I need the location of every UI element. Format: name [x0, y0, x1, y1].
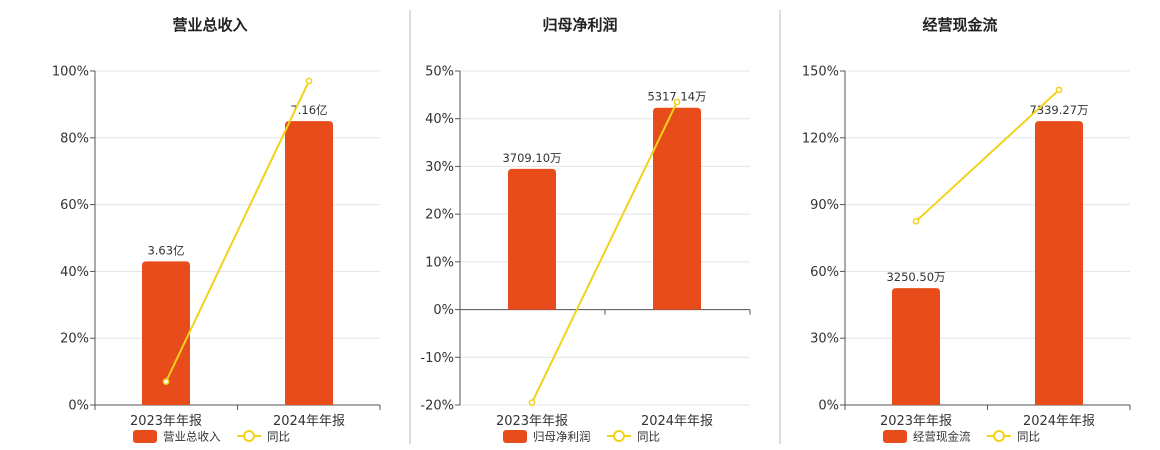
- chart-title: 经营现金流: [922, 16, 997, 34]
- x-tick-label: 2023年年报: [130, 414, 202, 429]
- bar: [285, 121, 333, 405]
- bar: [1035, 121, 1083, 405]
- y-tick-label: 30%: [425, 160, 454, 175]
- legend-line-marker: [613, 430, 625, 442]
- legend-line-label: 同比: [267, 430, 290, 444]
- x-tick-label: 2024年年报: [641, 414, 713, 429]
- y-tick-label: 60%: [60, 198, 89, 213]
- y-tick-label: 120%: [802, 131, 839, 146]
- yoy-point: [912, 217, 920, 225]
- chart-panel-1: 营业总收入 0% 20% 40% 60% 80% 100% 2023年年报 2024年年报 3.6…: [52, 16, 381, 444]
- bar-data-label: 3250.50万: [886, 270, 945, 284]
- yoy-point: [305, 77, 313, 85]
- y-tick-label: 20%: [60, 332, 89, 347]
- yoy-line: [915, 89, 1060, 223]
- y-tick-label: 80%: [60, 131, 89, 146]
- y-tick-label: 0%: [68, 399, 89, 414]
- y-tick-label: 90%: [810, 198, 839, 213]
- legend-bar-swatch: [883, 430, 907, 443]
- chart-panel-2: 归母净利润 -20% -10% 0% 10% 20% 30% 40% 50% 2023年年报 202…: [420, 16, 751, 444]
- bar-data-label: 7.16亿: [290, 103, 327, 117]
- y-tick-label: 50%: [425, 65, 454, 80]
- bar: [508, 168, 556, 310]
- legend-line-label: 同比: [637, 430, 660, 444]
- legend-bar-label: 营业总收入: [163, 430, 221, 444]
- y-tick-label: 150%: [802, 65, 839, 80]
- bar-data-label: 3709.10万: [502, 151, 561, 165]
- bar-data-label: 7339.27万: [1029, 103, 1088, 117]
- y-tick-label: 20%: [425, 208, 454, 223]
- legend-line-label: 同比: [1017, 430, 1040, 444]
- x-tick-label: 2023年年报: [496, 414, 568, 429]
- y-tick-label: 40%: [60, 265, 89, 280]
- bar: [653, 107, 701, 310]
- x-tick-label: 2023年年报: [880, 414, 952, 429]
- yoy-point: [673, 98, 681, 106]
- legend-line-marker: [243, 430, 255, 442]
- bar: [142, 261, 190, 405]
- legend-bar-label: 归母净利润: [533, 430, 591, 444]
- bar-data-label: 3.63亿: [147, 243, 184, 257]
- yoy-point: [162, 378, 170, 385]
- yoy-line: [165, 80, 310, 383]
- x-tick-label: 2024年年报: [273, 414, 345, 429]
- y-tick-label: -20%: [420, 399, 454, 414]
- legend-bar-label: 经营现金流: [913, 430, 971, 444]
- y-tick-label: 30%: [810, 332, 839, 347]
- bar-data-label: 5317.14万: [647, 90, 706, 104]
- chart-panel-3: 经营现金流 0% 30% 60% 90% 120% 150% 2023年年报 2024年年报 32…: [802, 16, 1131, 444]
- legend-line-marker: [993, 430, 1005, 442]
- yoy-point: [528, 399, 536, 406]
- legend-bar-swatch: [133, 430, 157, 443]
- y-tick-label: -10%: [420, 351, 454, 366]
- y-tick-label: 0%: [818, 399, 839, 414]
- yoy-line: [531, 101, 678, 404]
- y-tick-label: 100%: [52, 65, 89, 80]
- y-tick-label: 10%: [425, 255, 454, 270]
- bar: [892, 288, 940, 405]
- x-tick-label: 2024年年报: [1023, 414, 1095, 429]
- y-tick-label: 0%: [433, 303, 454, 318]
- chart-title: 归母净利润: [542, 16, 617, 34]
- y-tick-label: 40%: [425, 112, 454, 127]
- y-tick-label: 60%: [810, 265, 839, 280]
- legend-bar-swatch: [503, 430, 527, 443]
- chart-title: 营业总收入: [172, 16, 247, 34]
- yoy-point: [1055, 86, 1063, 94]
